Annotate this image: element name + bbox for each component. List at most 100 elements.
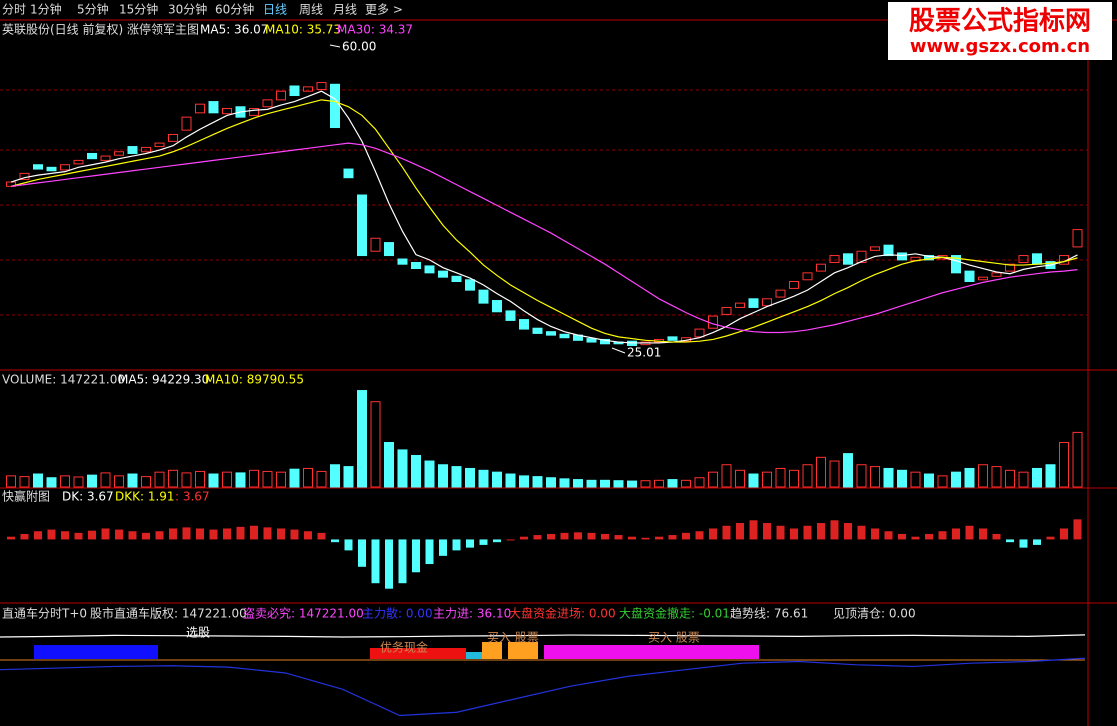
dk-bar	[452, 539, 461, 551]
dk-bar	[574, 532, 582, 540]
volume-bar	[573, 479, 583, 488]
panel-title: 快赢附图	[2, 489, 50, 504]
tab[interactable]: 5分钟	[77, 2, 109, 17]
dk-bar	[776, 525, 785, 540]
volume-bar	[289, 468, 300, 488]
volume-bar	[208, 473, 219, 488]
candle	[735, 302, 745, 308]
dk-bar	[628, 536, 636, 540]
dk-bar	[763, 523, 771, 540]
volume-bar	[505, 473, 516, 488]
volume-bar	[694, 477, 705, 488]
dk-bar	[101, 528, 110, 540]
volume-bar	[1072, 431, 1083, 488]
candle	[478, 289, 489, 304]
volume-bar	[19, 476, 30, 488]
dk-bar	[1060, 528, 1068, 540]
signal-blocks	[0, 642, 1085, 661]
candle	[532, 327, 543, 334]
dk-bar	[169, 528, 177, 540]
volume-bar	[1032, 467, 1042, 488]
dk-bar	[790, 528, 798, 540]
dk-bar	[155, 531, 164, 540]
candle	[694, 328, 705, 338]
volume-bar	[883, 467, 894, 488]
tab[interactable]: 周线	[299, 3, 323, 17]
candle	[195, 103, 205, 114]
volume-bar	[6, 475, 16, 488]
dk-bar	[925, 533, 933, 540]
candle	[1018, 255, 1029, 263]
tab[interactable]: 日线	[263, 3, 287, 17]
volume-bar	[357, 390, 367, 488]
panel-title: 英联股份(日线 前复权) 涨停领军主图	[2, 22, 199, 37]
dk-bar	[304, 531, 312, 540]
candle	[519, 319, 529, 330]
dk-bar	[398, 539, 407, 584]
legend-entry: 趋势线: 76.61	[730, 607, 808, 621]
dk-bar	[317, 532, 326, 540]
candle	[330, 83, 340, 129]
dk-bar	[412, 539, 420, 573]
volume-bar	[114, 475, 124, 488]
leader	[611, 347, 626, 354]
legend-entry: MA5: 36.07	[200, 23, 268, 37]
dk-bar	[20, 533, 29, 540]
tab[interactable]: 60分钟	[215, 2, 254, 17]
dk-bar	[682, 532, 690, 540]
legend-entry: MA30: 34.37	[337, 23, 413, 37]
watermark-url: www.gszx.com.cn	[910, 36, 1090, 57]
dk-bar	[641, 537, 650, 540]
tab[interactable]: 15分钟	[119, 2, 158, 17]
volume-bar	[816, 456, 826, 488]
annotation: 优务现金	[380, 640, 428, 655]
dk-bar	[88, 530, 96, 540]
dk-bar	[1033, 539, 1041, 545]
volume-bar	[181, 472, 192, 488]
dk-bar	[371, 539, 380, 584]
volume-bar	[964, 467, 975, 488]
volume-bar	[1059, 441, 1069, 488]
dk-bar	[898, 533, 906, 540]
dk-bar	[128, 531, 137, 540]
tab[interactable]: 更多 >	[365, 3, 403, 17]
legend-entry: 见顶清仓: 0.00	[833, 607, 916, 621]
dk-bar	[979, 528, 987, 540]
candle	[384, 242, 394, 257]
volume-bar	[600, 479, 610, 488]
legend-entry: 大盘资金进场: 0.00	[509, 606, 616, 621]
volume-bar	[343, 466, 354, 488]
volume-bar	[775, 467, 786, 488]
volume-bar	[276, 471, 286, 488]
candle	[978, 276, 988, 281]
leader	[329, 44, 341, 48]
candle	[829, 255, 840, 263]
dk-bar	[803, 525, 812, 540]
volume-bar	[897, 469, 907, 488]
candle	[357, 194, 367, 257]
tab[interactable]: 月线	[333, 3, 357, 17]
candle	[303, 86, 313, 92]
volume-bar	[937, 475, 948, 488]
volume-bar	[627, 480, 637, 488]
dk-bar	[938, 531, 947, 540]
candle	[843, 253, 853, 265]
volume-bar	[708, 471, 718, 488]
tab[interactable]: 分时	[2, 3, 26, 17]
dk-bar	[385, 539, 393, 589]
tab[interactable]: 30分钟	[168, 2, 207, 17]
annotation: 选股	[186, 626, 210, 640]
candle	[289, 85, 300, 97]
candle	[222, 108, 232, 115]
dk-bar	[911, 536, 920, 540]
volume-bar	[856, 464, 867, 488]
volume-bar	[721, 464, 732, 488]
dk-bar	[47, 529, 56, 540]
candle	[1072, 229, 1083, 248]
dk-bar	[830, 520, 839, 540]
candle	[87, 152, 97, 160]
candle	[370, 237, 381, 252]
annotation: 60.00	[342, 40, 376, 54]
tab[interactable]: 1分钟	[30, 2, 62, 17]
